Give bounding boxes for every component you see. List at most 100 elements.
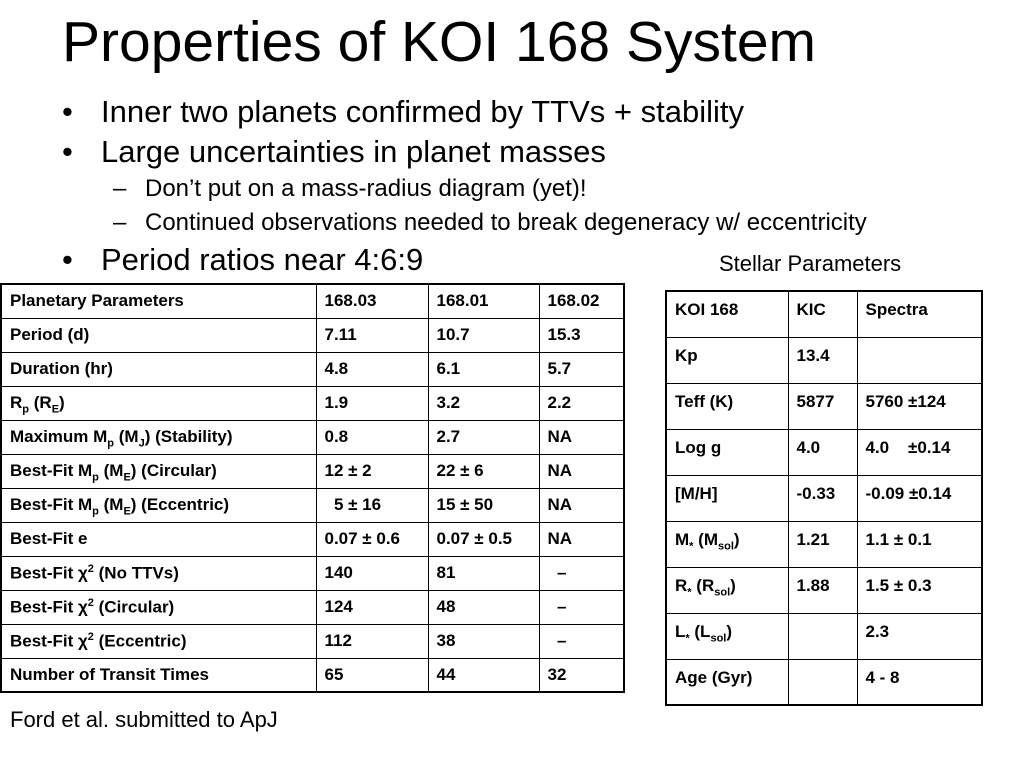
- value-cell: 124: [315, 589, 429, 625]
- header-cell: Spectra: [856, 290, 983, 338]
- label-part: ): [730, 575, 736, 595]
- table-row: Duration (hr) 4.8 6.1 5.7: [0, 351, 625, 387]
- bullet-text: Period ratios near 4:6:9: [101, 242, 424, 277]
- value-cell: 1.5 ± 0.3: [856, 566, 983, 614]
- value-cell: 65: [315, 657, 429, 693]
- label-part: Best-Fit χ: [10, 631, 88, 651]
- label-part: ) (Stability): [144, 426, 233, 446]
- row-label-cell: Duration (hr): [0, 351, 317, 387]
- row-label-cell: Best-Fit e: [0, 521, 317, 557]
- label-part: Best-Fit χ: [10, 597, 88, 617]
- label-part: Best-Fit χ: [10, 563, 88, 583]
- value-cell: 3.2: [427, 385, 540, 421]
- label-part: ) (Circular): [130, 460, 217, 480]
- label-subscript: sol: [710, 631, 727, 644]
- value-cell: 22 ± 6: [427, 453, 540, 489]
- table-row: Best-Fit e 0.07 ± 0.6 0.07 ± 0.5 NA: [0, 521, 625, 557]
- label-part: Maximum M: [10, 426, 108, 446]
- row-label-cell: Maximum Mp (MJ) (Stability): [0, 419, 317, 455]
- stellar-parameters-caption: Stellar Parameters: [719, 251, 902, 276]
- value-cell: [787, 612, 858, 660]
- header-cell: 168.01: [427, 283, 540, 319]
- row-label-cell: Age (Gyr): [665, 658, 789, 706]
- sub-bullet-marker: –: [113, 175, 127, 202]
- bullet-item: • Large uncertainties in planet masses: [0, 132, 1024, 172]
- value-cell: NA: [538, 453, 625, 489]
- sub-bullet-item: – Don’t put on a mass-radius diagram (ye…: [0, 172, 1024, 206]
- bullet-marker: •: [62, 134, 73, 169]
- header-cell: KOI 168: [665, 290, 789, 338]
- table-row: Number of Transit Times 65 44 32: [0, 657, 625, 693]
- bullet-list: • Inner two planets confirmed by TTVs + …: [0, 92, 1024, 280]
- label-subscript: p: [107, 436, 115, 449]
- row-label-cell: Best-Fit Mp (ME) (Circular): [0, 453, 317, 489]
- sub-bullet-text: Continued observations needed to break d…: [145, 209, 867, 236]
- label-part: (Eccentric): [93, 631, 187, 651]
- value-cell: 1.88: [787, 566, 858, 614]
- table-row: Maximum Mp (MJ) (Stability) 0.8 2.7 NA: [0, 419, 625, 455]
- value-cell: 0.07 ± 0.5: [427, 521, 540, 557]
- bullet-item: • Period ratios near 4:6:9: [0, 240, 1024, 280]
- row-label-cell: Number of Transit Times: [0, 657, 317, 693]
- label-subscript: E: [123, 504, 131, 517]
- label-subscript: sol: [718, 539, 734, 552]
- bullet-marker: •: [62, 94, 73, 129]
- value-cell: 140: [315, 555, 429, 591]
- header-cell: 168.02: [538, 283, 625, 319]
- value-cell: 1.1 ± 0.1: [856, 520, 983, 568]
- value-cell: [856, 336, 983, 384]
- value-cell: 10.7: [427, 317, 540, 353]
- header-cell: Planetary Parameters: [0, 283, 317, 319]
- label-part: ) (Eccentric): [130, 494, 230, 514]
- label-part: ): [726, 621, 733, 641]
- label-subscript: E: [123, 470, 131, 483]
- row-label-cell: Best-Fit χ2 (No TTVs): [0, 555, 317, 591]
- bullet-text: Large uncertainties in planet masses: [101, 134, 606, 169]
- row-label-cell: Best-Fit χ2 (Eccentric): [0, 623, 317, 659]
- value-cell: 48: [427, 589, 540, 625]
- value-cell: 15 ± 50: [427, 487, 540, 523]
- value-cell: 0.07 ± 0.6: [315, 521, 429, 557]
- label-part: (M: [114, 426, 139, 446]
- header-cell: 168.03: [315, 283, 429, 319]
- row-label-cell: M* (Msol): [665, 520, 789, 568]
- label-part: Best-Fit M: [10, 494, 93, 514]
- value-cell: 7.11: [315, 317, 429, 353]
- value-cell: NA: [538, 487, 625, 523]
- citation-footnote: Ford et al. submitted to ApJ: [10, 707, 278, 732]
- label-part: (M: [98, 460, 124, 480]
- value-cell: -0.33: [787, 474, 858, 522]
- label-part: (No TTVs): [93, 563, 179, 583]
- row-label-cell: Log g: [665, 428, 789, 476]
- value-cell: –: [538, 589, 625, 625]
- label-part: ): [733, 529, 740, 549]
- value-cell: 15.3: [538, 317, 625, 353]
- table-row: R* (Rsol) 1.88 1.5 ± 0.3: [665, 566, 983, 614]
- value-cell: 13.4: [787, 336, 858, 384]
- label-superscript: 2: [87, 562, 94, 575]
- sub-bullet-item: – Continued observations needed to break…: [0, 206, 1024, 240]
- table-row: Kp 13.4: [665, 336, 983, 384]
- label-superscript: 2: [87, 596, 94, 609]
- value-cell: 5 ± 16: [315, 487, 429, 523]
- label-part: Best-Fit M: [10, 460, 93, 480]
- value-cell: 5760 ±124: [856, 382, 983, 430]
- table-row: Teff (K) 5877 5760 ±124: [665, 382, 983, 430]
- table-row: Best-Fit χ2 (No TTVs) 140 81 –: [0, 555, 625, 591]
- value-cell: 2.7: [427, 419, 540, 455]
- table-row: Log g 4.0 4.0 ±0.14: [665, 428, 983, 476]
- table-header-row: KOI 168 KIC Spectra: [665, 290, 983, 338]
- bullet-marker: •: [62, 242, 73, 277]
- row-label-cell: Period (d): [0, 317, 317, 353]
- table-row: Age (Gyr) 4 - 8: [665, 658, 983, 706]
- label-subscript: *: [685, 631, 690, 644]
- value-cell: –: [538, 623, 625, 659]
- label-part: (R: [691, 575, 715, 595]
- label-part: (M: [693, 529, 718, 549]
- label-subscript: p: [92, 504, 99, 517]
- table-row: Best-Fit Mp (ME) (Eccentric) 5 ± 16 15 ± …: [0, 487, 625, 523]
- value-cell: 5877: [787, 382, 858, 430]
- label-part: M: [675, 529, 690, 549]
- row-label-cell: Kp: [665, 336, 789, 384]
